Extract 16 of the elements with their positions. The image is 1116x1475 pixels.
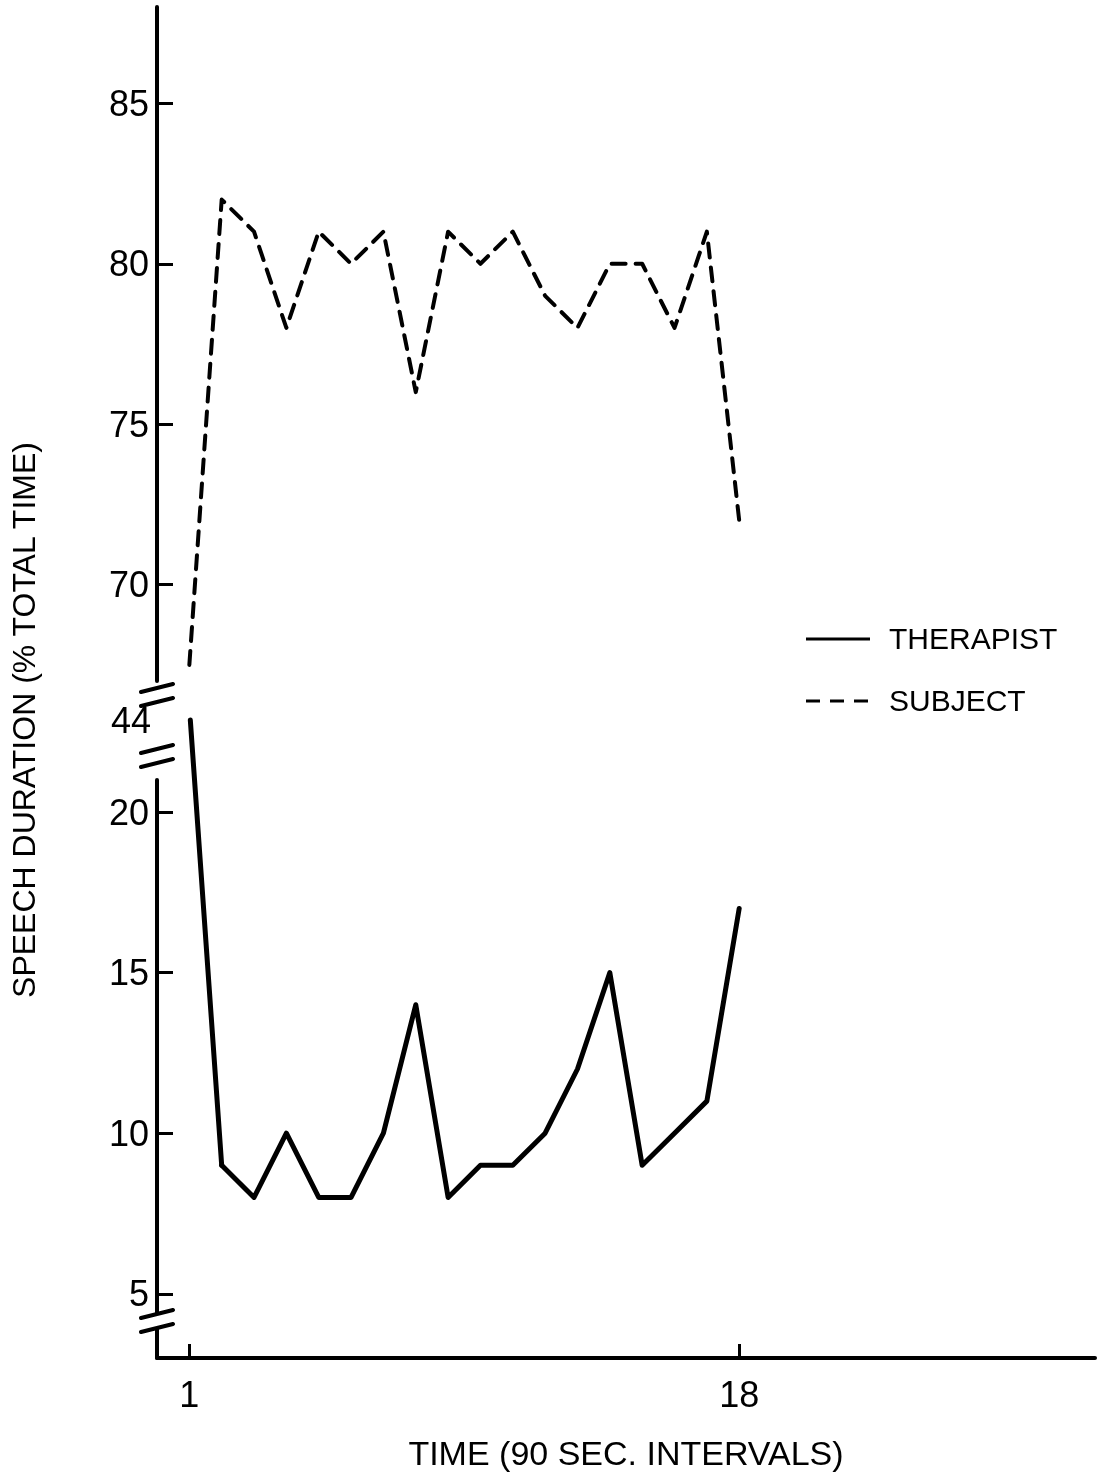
text: SPEECH DURATION (% TOTAL TIME) bbox=[6, 442, 42, 998]
x-tick-label: 1 bbox=[179, 1373, 200, 1415]
legend-label: SUBJECT bbox=[889, 684, 1026, 718]
x-tick-label: 18 bbox=[719, 1373, 760, 1415]
text: 44 bbox=[110, 699, 151, 741]
y-tick-label: 80 bbox=[108, 243, 149, 285]
x-axis-title: TIME (90 SEC. INTERVALS) bbox=[408, 1434, 844, 1472]
y-tick-label: 5 bbox=[128, 1273, 149, 1315]
y-tick-label: 75 bbox=[108, 403, 149, 445]
y-tick-label: 15 bbox=[108, 952, 149, 994]
y-tick-label: 10 bbox=[108, 1112, 149, 1154]
y-tick-label: 70 bbox=[108, 564, 149, 606]
line-series bbox=[187, 197, 742, 667]
legend-label: THERAPIST bbox=[889, 622, 1058, 656]
y-tick-label: 85 bbox=[108, 82, 149, 124]
y-tick-label: 20 bbox=[108, 791, 149, 833]
